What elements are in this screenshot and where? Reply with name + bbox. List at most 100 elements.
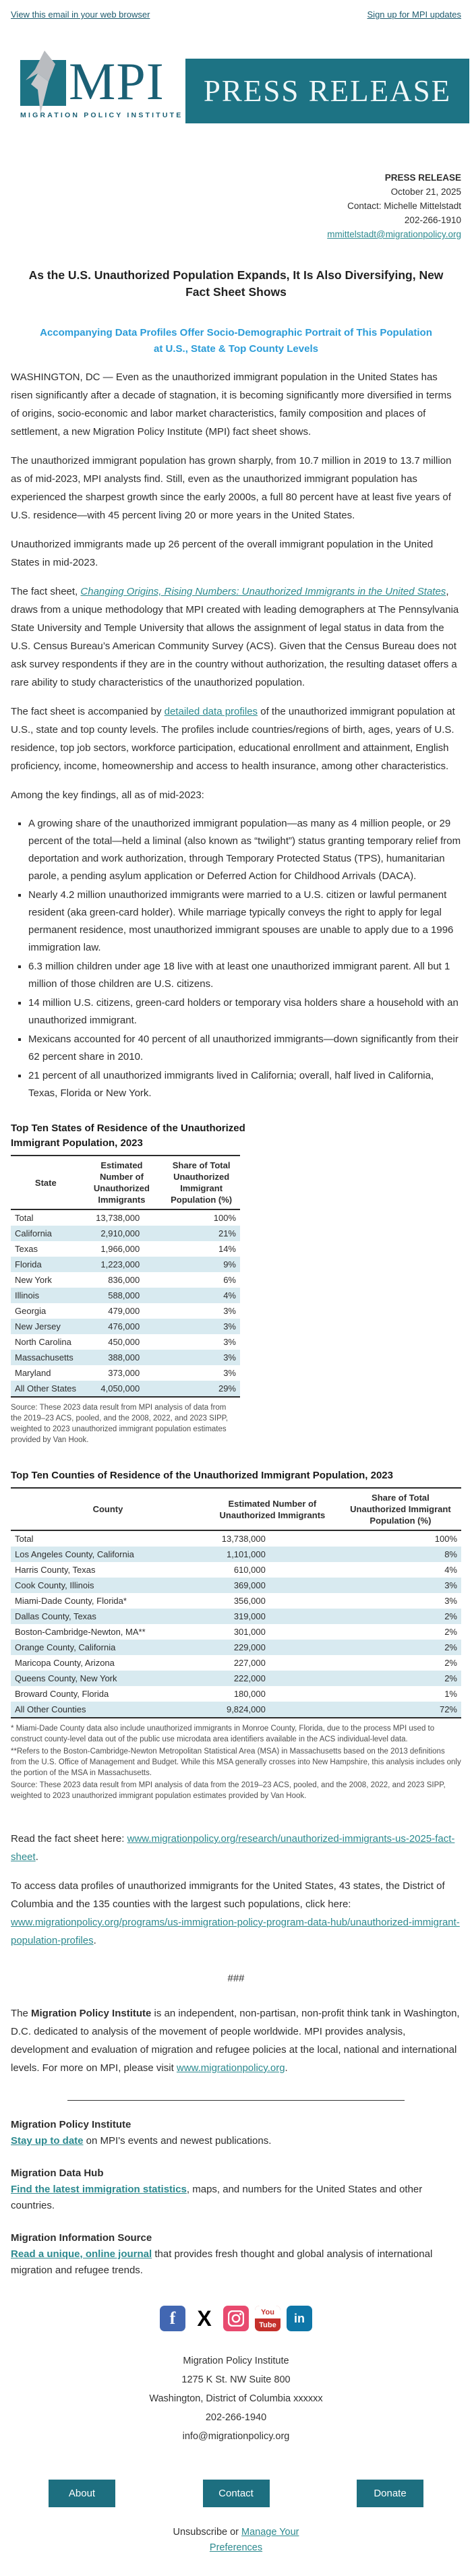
state-share-cell: 3% [223,1306,236,1316]
resource-heading: Migration Policy Institute [11,2119,131,2130]
linkedin-icon[interactable]: in [287,2306,312,2331]
resources-list: Migration Policy Institute Stay up to da… [0,2117,472,2279]
county-name-cell: Total [15,1534,34,1544]
resource-line: Read a unique, online journal that provi… [11,2246,461,2279]
profiles-url-link[interactable]: www.migrationpolicy.org/programs/us-immi… [11,1917,460,1946]
state-name-cell: North Carolina [15,1337,71,1347]
county-share-cell: 2% [444,1611,457,1621]
county-number-cell: 227,000 [233,1658,266,1668]
resource-section: Migration Policy Institute Stay up to da… [0,2117,472,2149]
state-number-cell: 1,223,000 [100,1259,140,1269]
county-number-cell: 356,000 [233,1596,266,1606]
state-table-row: New Jersey 476,000 3% [11,1319,240,1334]
county-table-row: Total 13,738,000 100% [11,1530,461,1547]
county-table-header-number: Estimated Number of Unauthorized Immigra… [204,1487,340,1531]
state-name-cell: Texas [15,1244,38,1254]
county-share-cell: 3% [444,1580,457,1590]
signup-updates-link[interactable]: Sign up for MPI updates [367,9,461,20]
youtube-icon-bottom-text: Tube [259,2320,276,2329]
about-button[interactable]: About [49,2480,115,2507]
state-name-cell: Total [15,1213,34,1223]
county-name-cell: Los Angeles County, California [15,1549,134,1559]
youtube-icon[interactable]: You Tube [255,2306,281,2331]
data-profiles-link[interactable]: detailed data profiles [164,706,258,717]
mpi-logo-subtitle: MIGRATION POLICY INSTITUTE [20,111,183,119]
footer-button-row: About Contact Donate [0,2480,472,2507]
fact-sheet-url-link[interactable]: www.migrationpolicy.org/research/unautho… [11,1833,455,1863]
instagram-icon[interactable] [223,2306,249,2331]
county-name-cell: All Other Counties [11,1702,205,1718]
county-share-cell: 8% [444,1549,457,1559]
resource-link[interactable]: Stay up to date [11,2135,84,2147]
facebook-icon[interactable]: f [160,2306,185,2331]
state-name-cell: Massachusetts [15,1352,73,1362]
contact-button[interactable]: Contact [202,2480,270,2507]
press-release-banner-text: PRESS RELEASE [203,74,452,108]
press-contact-email-link[interactable]: mmittelstadt@migrationpolicy.org [327,229,461,239]
paragraph-growth: The unauthorized immigrant population ha… [11,455,452,521]
county-share-cell: 2% [444,1627,457,1637]
resource-line: Stay up to date on MPI's events and newe… [11,2133,461,2149]
x-twitter-icon[interactable]: X [197,2306,212,2331]
press-contact-phone: 202-266-1910 [404,215,461,225]
county-table-row: Boston-Cambridge-Newton, MA** 301,000 2% [11,1624,461,1640]
fact-sheet-title-link[interactable]: Changing Origins, Rising Numbers: Unauth… [80,586,446,597]
state-table-title: Top Ten States of Residence of the Unaut… [11,1122,245,1149]
paragraph-dateline: WASHINGTON, DC — Even as the unauthorize… [11,371,452,438]
resource-link[interactable]: Find the latest immigration statistics [11,2184,187,2195]
state-share-cell: 3% [223,1368,236,1378]
county-name-cell: Maricopa County, Arizona [15,1658,115,1668]
social-icons-row: f X You Tube in [0,2306,472,2331]
boilerplate: The Migration Policy Institute is an ind… [0,2004,472,2077]
subheadline: Accompanying Data Profiles Offer Socio-D… [40,327,432,355]
footer-city: Washington, District of Columbia xxxxxx [149,2393,323,2404]
donate-button[interactable]: Donate [357,2480,423,2507]
paragraph-profiles-post: of the unauthorized immigrant population… [11,706,455,772]
resource-line: Find the latest immigration statistics, … [11,2182,461,2214]
resource-link[interactable]: Read a unique, online journal [11,2248,152,2260]
county-name-cell: Cook County, Illinois [15,1580,94,1590]
state-share-cell: 9% [223,1259,236,1269]
footer-org-name: Migration Policy Institute [183,2356,289,2366]
state-table-row: North Carolina 450,000 3% [11,1334,240,1350]
state-table-row: California 2,910,000 21% [11,1226,240,1241]
state-share-cell: 3% [223,1337,236,1347]
key-finding-item: Mexicans accounted for 40 percent of all… [28,1031,461,1066]
county-table-row: Queens County, New York 222,000 2% [11,1671,461,1686]
county-table-row: Maricopa County, Arizona 227,000 2% [11,1655,461,1671]
instagram-camera-glyph [228,2310,244,2327]
county-name-cell: Boston-Cambridge-Newton, MA** [15,1627,146,1637]
county-number-cell: 610,000 [233,1565,266,1575]
state-name-cell: California [15,1228,52,1238]
unsubscribe-line: Unsubscribe or Manage Your Preferences [165,2525,307,2556]
state-table-row: Illinois 588,000 4% [11,1288,240,1303]
footer-street: 1275 K St. NW Suite 800 [181,2374,291,2385]
press-contact-name: Contact: Michelle Mittelstadt [347,201,461,211]
mpi-website-link[interactable]: www.migrationpolicy.org [176,2062,285,2074]
county-name-cell: Miami-Dade County, Florida* [15,1596,127,1606]
county-table-footnote-2: **Refers to the Boston-Cambridge-Newton … [11,1747,461,1777]
state-table-header-share: Share of Total Unauthorized Immigrant Po… [163,1155,240,1210]
state-table-row: Texas 1,966,000 14% [11,1241,240,1257]
county-table-source: Source: These 2023 data result from MPI … [11,1781,446,1800]
headline: As the U.S. Unauthorized Population Expa… [28,268,444,299]
view-in-browser-link[interactable]: View this email in your web browser [11,9,150,20]
state-share-cell: 3% [223,1321,236,1331]
county-number-cell: 180,000 [233,1689,266,1699]
county-table-row: Cook County, Illinois 369,000 3% [11,1578,461,1593]
county-number-cell: 9,824,000 [204,1702,340,1718]
county-number-cell: 229,000 [233,1642,266,1652]
state-number-cell: 476,000 [108,1321,140,1331]
county-share-cell: 2% [444,1658,457,1668]
resource-heading: Migration Data Hub [11,2167,104,2179]
mpi-logo-text: MPI [69,52,165,111]
paragraph-profiles: The fact sheet is accompanied by detaile… [0,702,472,775]
footer-address: Migration Policy Institute 1275 K St. NW… [0,2352,472,2446]
county-share-cell: 100% [434,1534,457,1544]
county-name-cell: Queens County, New York [15,1673,117,1683]
county-name-cell: Dallas County, Texas [15,1611,96,1621]
email-top-bar: View this email in your web browser Sign… [0,0,472,20]
state-name-cell: Georgia [15,1306,47,1316]
state-number-cell: 373,000 [108,1368,140,1378]
footer-phone: 202-266-1940 [205,2412,267,2423]
